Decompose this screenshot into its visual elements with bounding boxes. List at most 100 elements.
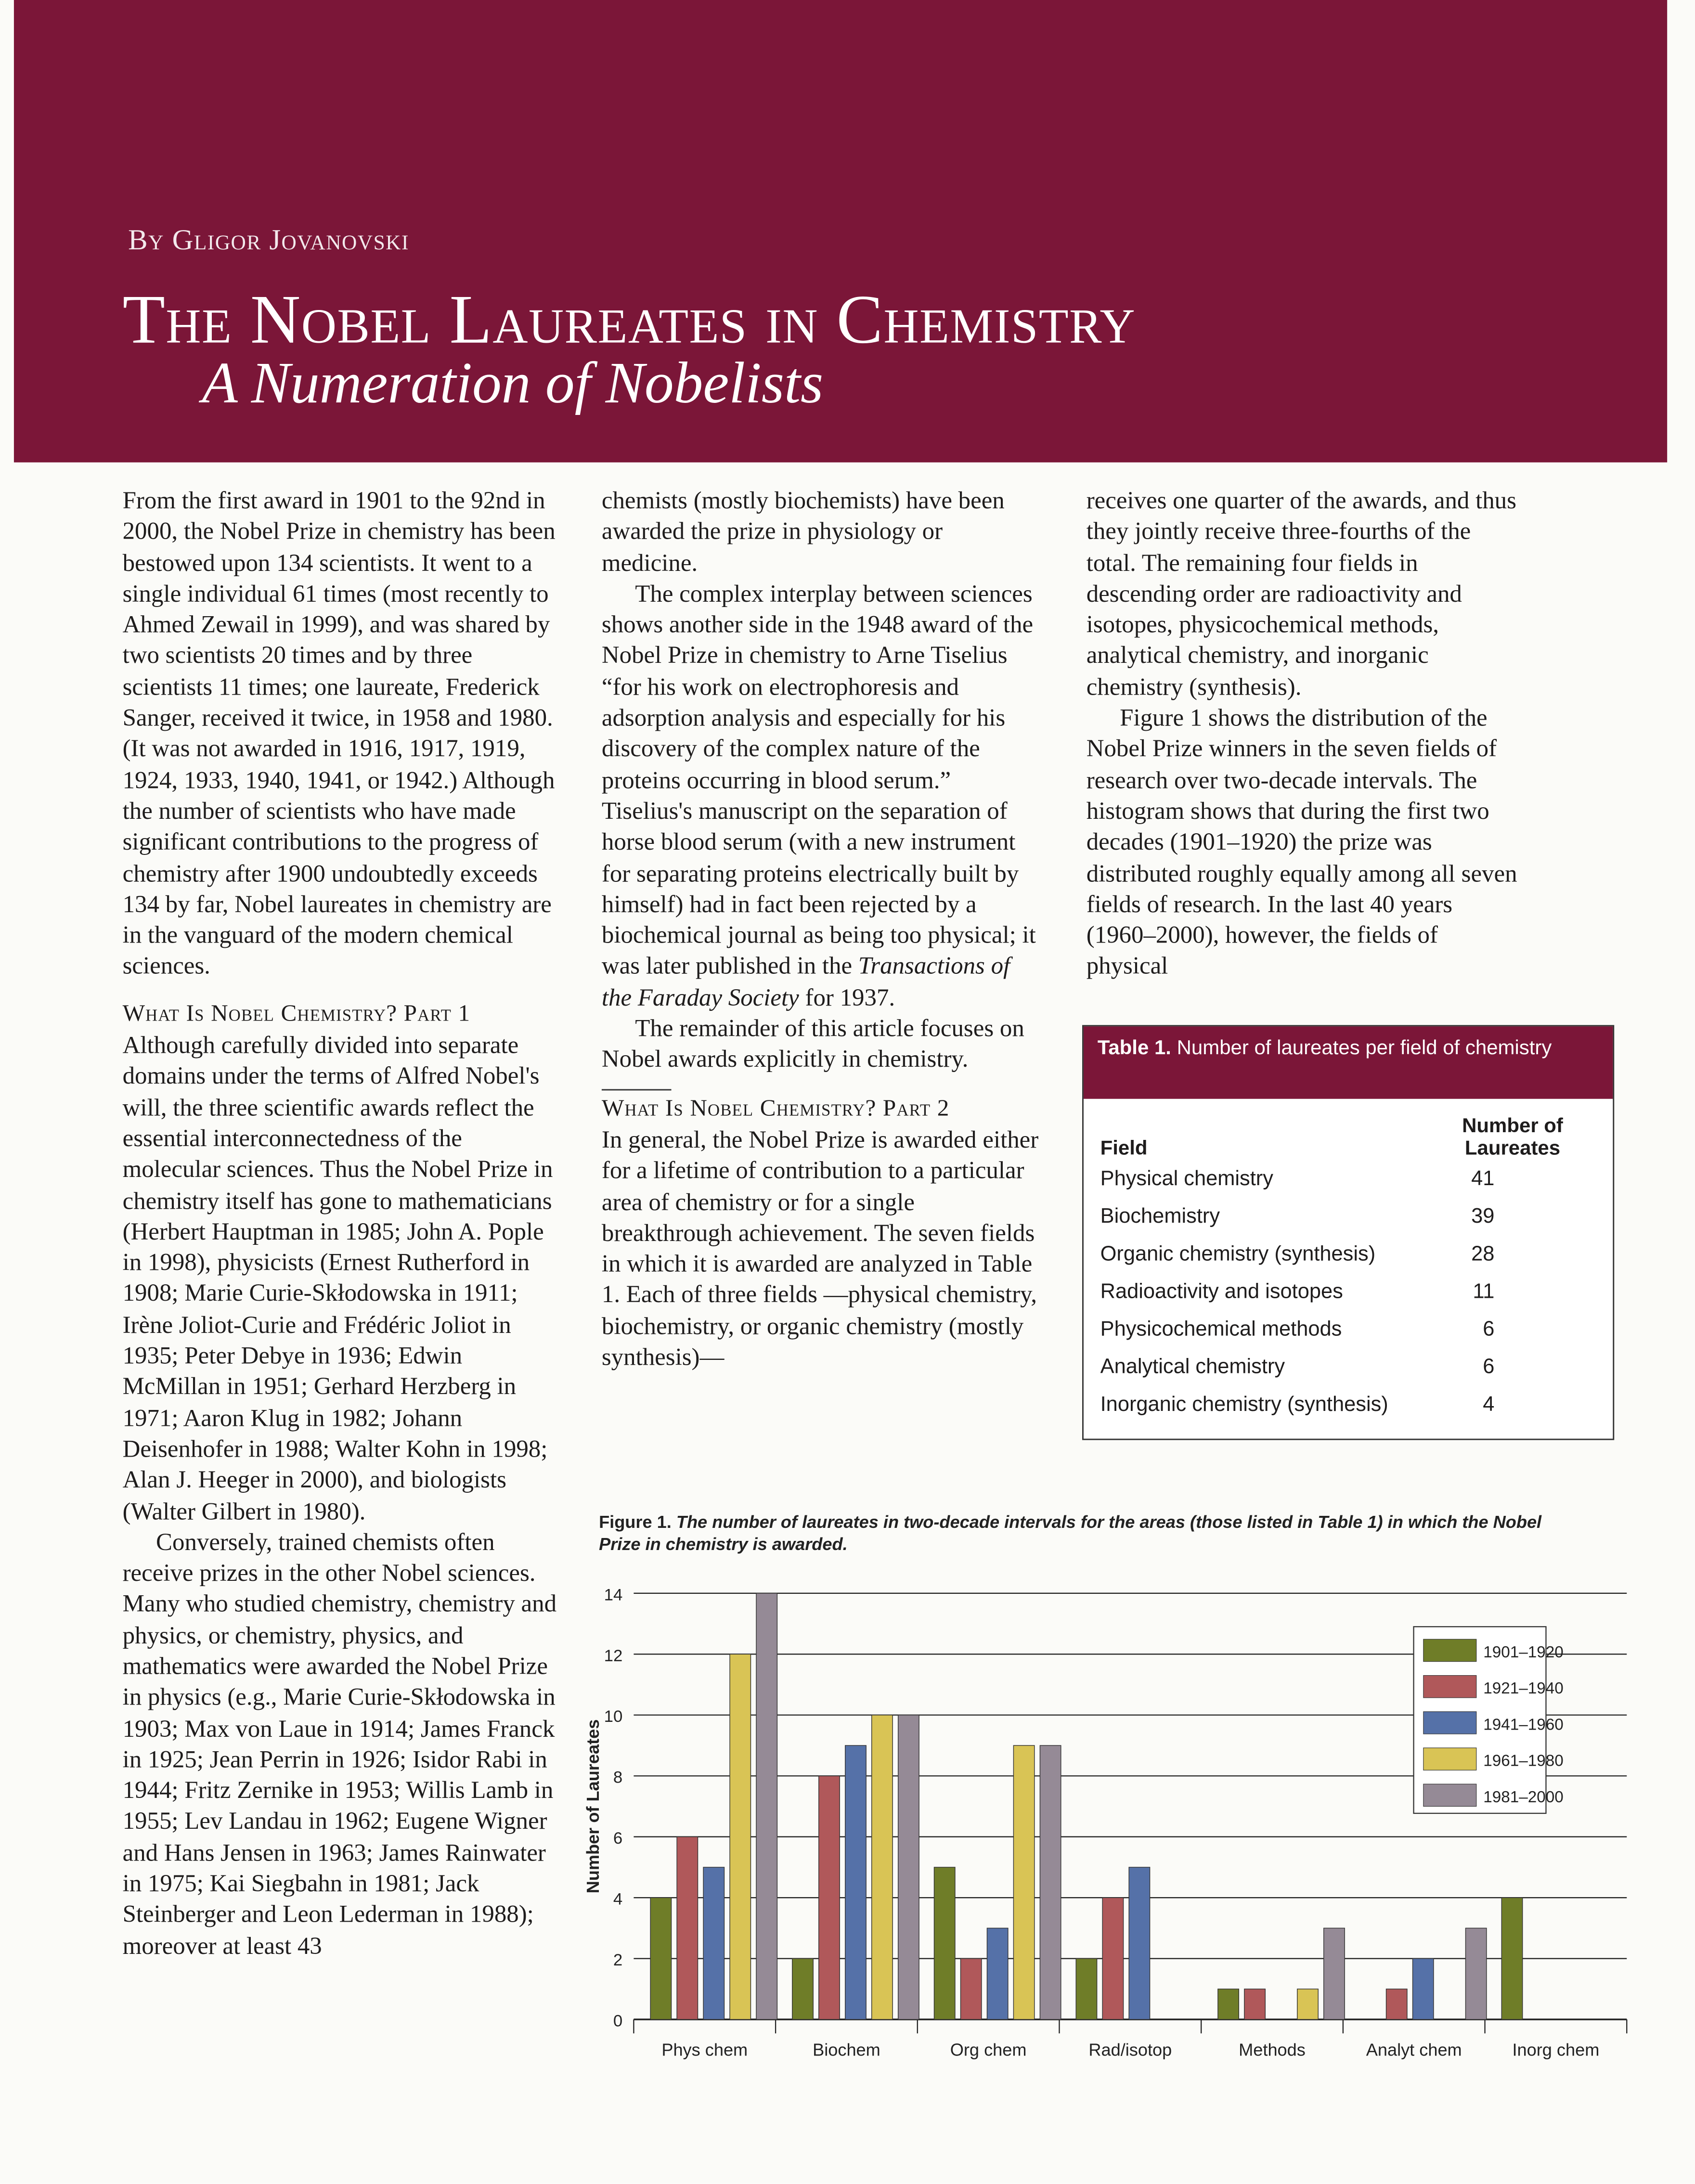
field-cell: Inorganic chemistry (synthesis) <box>1100 1393 1388 1417</box>
bar <box>1102 1897 1124 2020</box>
count-cell: 28 <box>1471 1242 1495 1266</box>
bar <box>792 1958 814 2020</box>
legend-swatch <box>1423 1747 1477 1770</box>
x-tick-label: Analyt chem <box>1366 2040 1462 2059</box>
article-subtitle: A Numeration of Nobelists <box>202 352 824 417</box>
table-row: Radioactivity and isotopes 11 <box>1084 1273 1613 1310</box>
y-tick-label: 8 <box>613 1769 622 1787</box>
field-cell: Physical chemistry <box>1100 1167 1273 1191</box>
table-header-row: Field Number of Laureates <box>1084 1115 1613 1160</box>
paragraph: In general, the Nobel Prize is awarded e… <box>601 1125 1039 1370</box>
laureates-table: Field Number of Laureates Physical chemi… <box>1084 1115 1613 1423</box>
journal-title: Transactions of the Faraday Society <box>601 952 1010 1011</box>
y-tick-label: 6 <box>613 1829 622 1848</box>
column-2: chemists (mostly biochemists) have been … <box>601 485 1045 1372</box>
paragraph: The complex interplay between sciences s… <box>602 578 1045 1012</box>
paragraph: receives one quarter of the awards, and … <box>1086 486 1516 700</box>
field-cell: Biochemistry <box>1100 1204 1220 1228</box>
legend-swatch <box>1423 1675 1477 1698</box>
bar <box>1244 1989 1266 2020</box>
section-heading: What Is Nobel Chemistry? Part 1 <box>122 999 471 1026</box>
legend-label: 1921–1940 <box>1483 1680 1564 1697</box>
header-field: Field <box>1100 1137 1148 1161</box>
bar <box>1385 1989 1408 2020</box>
paragraph-text: for 1937. <box>799 982 895 1011</box>
legend-swatch <box>1423 1711 1477 1734</box>
y-tick-label: 2 <box>613 1951 622 1969</box>
bar <box>703 1867 725 2020</box>
table-1: Table 1. Number of laureates per field o… <box>1082 1025 1615 1440</box>
paragraph-text: The complex interplay between sciences s… <box>601 579 1036 980</box>
bar <box>897 1715 919 2020</box>
bar <box>933 1867 956 2020</box>
x-tick-label: Biochem <box>813 2040 880 2059</box>
bar <box>960 1958 982 2020</box>
paragraph: chemists (mostly biochemists) have been … <box>601 486 1005 576</box>
field-cell: Organic chemistry (synthesis) <box>1100 1242 1376 1266</box>
count-cell: 6 <box>1483 1317 1495 1342</box>
legend-label: 1981–2000 <box>1483 1788 1564 1806</box>
count-cell: 39 <box>1471 1204 1495 1228</box>
section-rule <box>601 1088 672 1090</box>
x-tick-label: Org chem <box>950 2040 1027 2059</box>
count-cell: 4 <box>1483 1393 1495 1417</box>
column-1: From the first award in 1901 to the 92nd… <box>123 485 557 1961</box>
paragraph: The remainder of this article focuses on… <box>601 1014 1024 1073</box>
bar <box>986 1927 1009 2020</box>
y-tick-label: 12 <box>604 1647 623 1665</box>
bar <box>729 1654 751 2020</box>
y-tick-label: 14 <box>604 1586 623 1604</box>
x-tick-label: Rad/isotop <box>1088 2040 1172 2059</box>
table-row: Physicochemical methods 6 <box>1084 1311 1613 1348</box>
table-label: Table 1. <box>1097 1037 1171 1060</box>
field-cell: Physicochemical methods <box>1100 1317 1342 1342</box>
article-title: The Nobel Laureates in Chemistry <box>122 280 1136 358</box>
legend-swatch <box>1423 1639 1477 1662</box>
figure-caption: Figure 1. The number of laureates in two… <box>599 1511 1546 1556</box>
x-tick-label: Inorg chem <box>1512 2040 1599 2059</box>
bar <box>1465 1927 1487 2020</box>
byline: By Gligor Jovanovski <box>128 222 409 257</box>
x-tick-label: Methods <box>1239 2040 1306 2059</box>
bar <box>1013 1745 1035 2020</box>
y-tick-label: 0 <box>613 2012 622 2030</box>
title-banner <box>13 0 1668 463</box>
bar <box>676 1836 699 2020</box>
table-caption: Table 1. Number of laureates per field o… <box>1083 1026 1613 1099</box>
count-cell: 11 <box>1473 1279 1495 1304</box>
table-row: Organic chemistry (synthesis) 28 <box>1084 1235 1613 1273</box>
bar <box>1217 1989 1240 2020</box>
bar <box>756 1593 778 2020</box>
bar <box>1039 1745 1061 2020</box>
bar <box>1128 1867 1151 2020</box>
bar <box>845 1745 867 2020</box>
y-tick-label: 4 <box>613 1890 622 1909</box>
x-tick-label: Phys chem <box>661 2040 748 2059</box>
bar <box>818 1775 840 2020</box>
legend-label: 1961–1980 <box>1483 1752 1564 1770</box>
legend-label: 1901–1920 <box>1483 1643 1564 1661</box>
count-cell: 6 <box>1483 1355 1495 1379</box>
bar-chart: 0 2 4 6 8 10 12 14 Number of Laureates Phys chem B… <box>583 1586 1628 2059</box>
column-3: receives one quarter of the awards, and … <box>1087 485 1521 982</box>
y-tick-label: 10 <box>604 1707 623 1726</box>
paragraph: Conversely, trained chemists often recei… <box>122 1527 557 1959</box>
header-count: Number of Laureates <box>1462 1115 1563 1161</box>
y-axis-label: Number of Laureates <box>583 1719 603 1894</box>
bar <box>1412 1958 1434 2020</box>
paragraph: Figure 1 shows the distribution of the N… <box>1086 703 1517 980</box>
figure-label: Figure 1. <box>599 1512 672 1532</box>
table-row: Biochemistry 39 <box>1084 1198 1613 1235</box>
table-row: Inorganic chemistry (synthesis) 4 <box>1084 1386 1613 1423</box>
bar <box>650 1897 672 2020</box>
paragraph: From the first award in 1901 to the 92nd… <box>122 486 556 980</box>
bar <box>1501 1897 1523 2020</box>
bar <box>871 1715 893 2020</box>
figure-caption-text: The number of laureates in two-decade in… <box>599 1512 1542 1554</box>
field-cell: Radioactivity and isotopes <box>1100 1279 1343 1304</box>
legend-swatch <box>1423 1783 1477 1807</box>
bar <box>1323 1927 1345 2020</box>
legend-label: 1941–1960 <box>1483 1716 1564 1733</box>
paragraph: Although carefully divided into separate… <box>122 1031 553 1525</box>
